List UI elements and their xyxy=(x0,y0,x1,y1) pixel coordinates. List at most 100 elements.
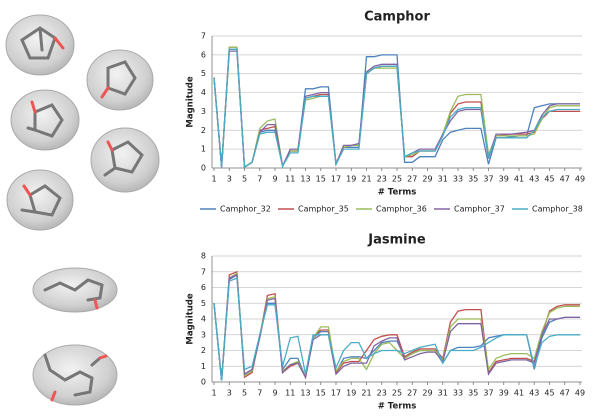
x-tick-label: 49 xyxy=(575,389,585,398)
x-tick-label: 5 xyxy=(242,389,247,398)
series-line xyxy=(213,272,580,381)
x-tick-label: 47 xyxy=(560,389,570,398)
x-tick-label: 1 xyxy=(211,389,216,398)
y-tick-label: 7 xyxy=(201,32,206,41)
x-axis-title: # Terms xyxy=(378,402,417,412)
x-tick-label: 7 xyxy=(257,389,262,398)
x-tick-label: 13 xyxy=(300,389,310,398)
x-axis-title: # Terms xyxy=(378,188,417,198)
x-tick-label: 23 xyxy=(377,389,387,398)
legend-item: Camphor_32 xyxy=(200,205,271,214)
x-tick-label: 19 xyxy=(346,389,356,398)
legend-label: Camphor_36 xyxy=(376,205,427,214)
x-tick-label: 15 xyxy=(316,389,326,398)
y-tick-label: 2 xyxy=(201,126,206,135)
molecule xyxy=(32,267,118,313)
legend-item: Camphor_35 xyxy=(278,205,349,214)
x-tick-label: 9 xyxy=(272,389,277,398)
x-tick-label: 31 xyxy=(438,175,448,184)
x-tick-label: 45 xyxy=(544,175,554,184)
x-tick-label: 27 xyxy=(407,389,417,398)
molecule xyxy=(5,14,75,76)
x-tick-label: 29 xyxy=(422,175,432,184)
x-tick-label: 33 xyxy=(453,175,463,184)
series-line xyxy=(213,273,580,381)
x-tick-label: 49 xyxy=(575,175,585,184)
legend-item: Camphor_38 xyxy=(512,205,583,214)
x-tick-label: 17 xyxy=(331,175,341,184)
molecule xyxy=(32,344,118,406)
x-tick-label: 43 xyxy=(529,175,539,184)
molecules xyxy=(5,14,160,406)
y-tick-label: 6 xyxy=(201,283,206,292)
x-tick-label: 27 xyxy=(407,175,417,184)
x-tick-label: 41 xyxy=(514,175,524,184)
y-tick-label: 1 xyxy=(201,145,206,154)
x-tick-label: 21 xyxy=(361,389,371,398)
x-tick-label: 37 xyxy=(483,175,493,184)
series-line xyxy=(213,48,580,169)
y-tick-label: 4 xyxy=(201,88,206,97)
molecule xyxy=(90,127,160,193)
x-tick-label: 41 xyxy=(514,389,524,398)
x-tick-label: 25 xyxy=(392,175,402,184)
molecule xyxy=(6,169,74,231)
legend-item: Camphor_37 xyxy=(434,205,505,214)
x-tick-label: 33 xyxy=(453,389,463,398)
legend-label: Camphor_38 xyxy=(532,205,583,214)
x-tick-label: 9 xyxy=(272,175,277,184)
x-tick-label: 19 xyxy=(346,175,356,184)
x-tick-label: 17 xyxy=(331,389,341,398)
legend-item: Camphor_36 xyxy=(356,205,427,214)
y-tick-label: 3 xyxy=(201,107,206,116)
y-tick-label: 3 xyxy=(201,330,206,339)
x-tick-label: 43 xyxy=(529,389,539,398)
series-line xyxy=(213,273,580,381)
x-tick-label: 45 xyxy=(544,389,554,398)
x-tick-label: 29 xyxy=(422,389,432,398)
series-line xyxy=(213,277,580,381)
x-tick-label: 13 xyxy=(300,175,310,184)
y-tick-label: 4 xyxy=(201,315,206,324)
x-tick-label: 31 xyxy=(438,389,448,398)
y-tick-label: 5 xyxy=(201,69,206,78)
molecule xyxy=(86,49,154,111)
x-tick-label: 39 xyxy=(499,389,509,398)
y-tick-label: 6 xyxy=(201,50,206,59)
x-tick-label: 1 xyxy=(211,175,216,184)
chart-title: Jasmine xyxy=(367,233,426,248)
y-tick-label: 1 xyxy=(201,362,206,371)
y-tick-label: 8 xyxy=(201,252,206,261)
y-tick-label: 5 xyxy=(201,299,206,308)
x-tick-label: 25 xyxy=(392,389,402,398)
x-tick-label: 7 xyxy=(257,175,262,184)
x-tick-label: 5 xyxy=(242,175,247,184)
x-tick-label: 3 xyxy=(227,175,232,184)
x-tick-label: 23 xyxy=(377,175,387,184)
x-tick-label: 11 xyxy=(285,389,295,398)
x-tick-label: 11 xyxy=(285,175,295,184)
x-tick-label: 39 xyxy=(499,175,509,184)
x-tick-label: 3 xyxy=(227,389,232,398)
y-axis-title: Magnitude xyxy=(186,76,196,127)
series-line xyxy=(213,50,580,169)
legend-label: Camphor_35 xyxy=(298,205,349,214)
x-tick-label: 35 xyxy=(468,175,478,184)
y-tick-label: 2 xyxy=(201,346,206,355)
legend-label: Camphor_32 xyxy=(220,205,271,214)
y-tick-label: 0 xyxy=(201,164,206,173)
series-line xyxy=(213,270,580,381)
x-tick-label: 15 xyxy=(316,175,326,184)
chart-title: Camphor xyxy=(364,10,430,25)
y-tick-label: 0 xyxy=(201,378,206,387)
x-tick-label: 47 xyxy=(560,175,570,184)
y-tick-label: 7 xyxy=(201,267,206,276)
y-axis-title: Magnitude xyxy=(186,293,196,344)
legend-label: Camphor_37 xyxy=(454,205,505,214)
molecule xyxy=(10,89,80,151)
x-tick-label: 21 xyxy=(361,175,371,184)
x-tick-label: 35 xyxy=(468,389,478,398)
x-tick-label: 37 xyxy=(483,389,493,398)
